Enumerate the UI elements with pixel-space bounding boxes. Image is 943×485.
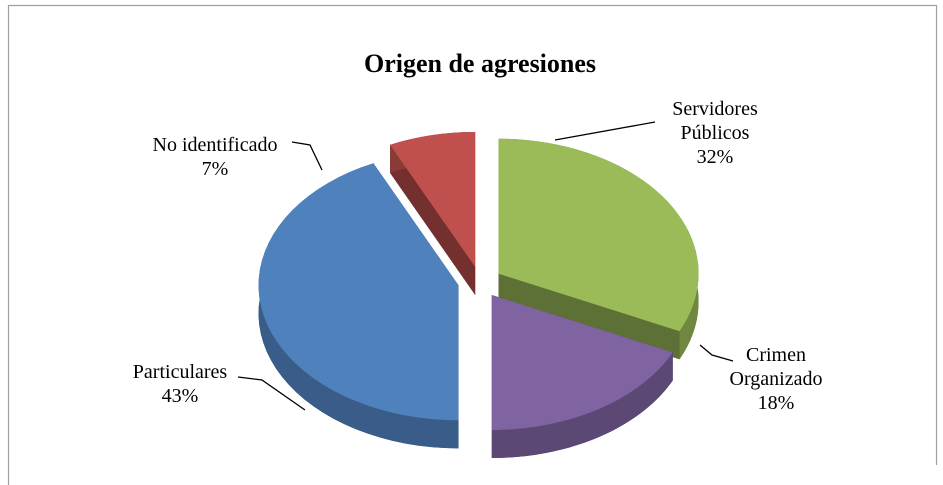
label-name: No identificado [152,134,278,156]
chart-title: Origen de agresiones [364,49,596,78]
data-label: Particulares 43% [115,360,245,408]
slice-cut [498,273,680,360]
label-name: Crimen Organizado [729,344,823,390]
slice-tops [258,131,699,431]
slice [498,138,699,332]
label-value: 43% [161,385,199,407]
leader-line [554,121,656,141]
leader-line [699,344,734,362]
label-value: 7% [201,158,229,180]
slice-wall [491,352,673,459]
slice [390,131,476,267]
data-label: Crimen Organizado 18% [716,343,836,415]
leader-line [291,141,323,171]
label-value: 32% [696,146,734,168]
label-name: Servidores Públicos [672,98,758,144]
slice-wall [258,163,459,449]
slice [258,163,459,421]
frame [7,4,938,485]
label-name: Particulares [132,361,228,383]
slice-cut [390,144,476,295]
data-label: No identificado 7% [130,133,300,181]
slice [491,295,673,431]
label-value: 18% [757,392,795,414]
data-label: Servidores Públicos 32% [655,97,775,169]
leader-line [237,376,306,411]
